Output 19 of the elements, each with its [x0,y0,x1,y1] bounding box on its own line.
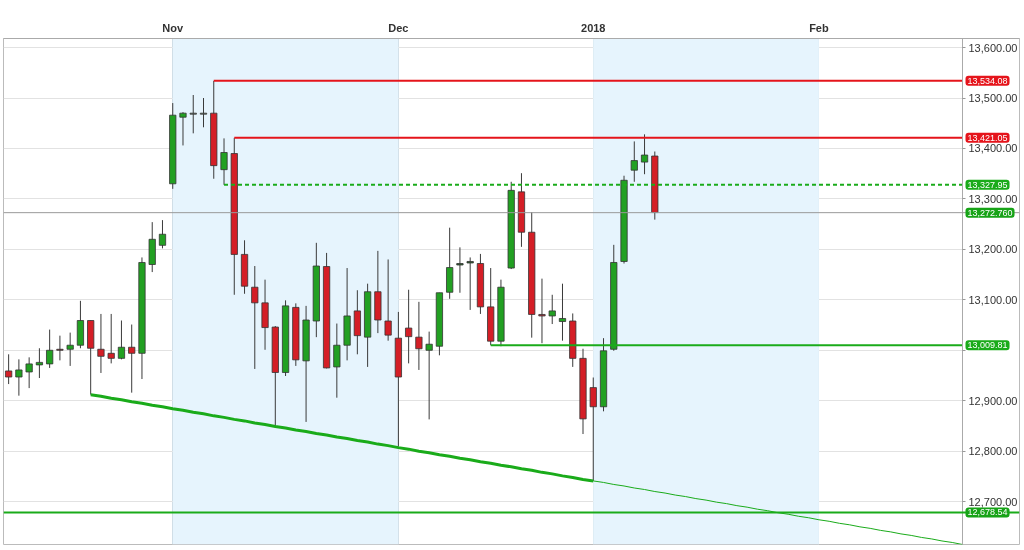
y-tick-label: 13,300.00 [968,192,1018,205]
x-tick-label: Nov [162,21,185,34]
data-label: 13,327.95 [967,179,1008,190]
y-tick-label: 13,200.00 [968,243,1018,256]
y-tick-label: 12,800.00 [968,445,1018,458]
y-tick-label: 13,100.00 [968,293,1018,306]
y-tick-label: 12,700.00 [968,495,1018,508]
data-label: 13,534.08 [967,75,1008,86]
x-tick-label: 2018 [581,21,606,34]
ref-line-label: 13,272.760 [967,207,1013,218]
data-label: 13,009.81 [967,340,1008,351]
data-label: 13,421.05 [967,132,1008,143]
x-tick-label: Dec [388,21,409,34]
y-tick-label: 13,400.00 [968,142,1018,155]
y-tick-label: 13,600.00 [968,41,1018,54]
ref-line-label: 12,678.54 [967,507,1008,518]
y-tick-label: 12,900.00 [968,394,1018,407]
y-tick-label: 13,500.00 [968,92,1018,105]
x-tick-label: Feb [809,21,829,34]
